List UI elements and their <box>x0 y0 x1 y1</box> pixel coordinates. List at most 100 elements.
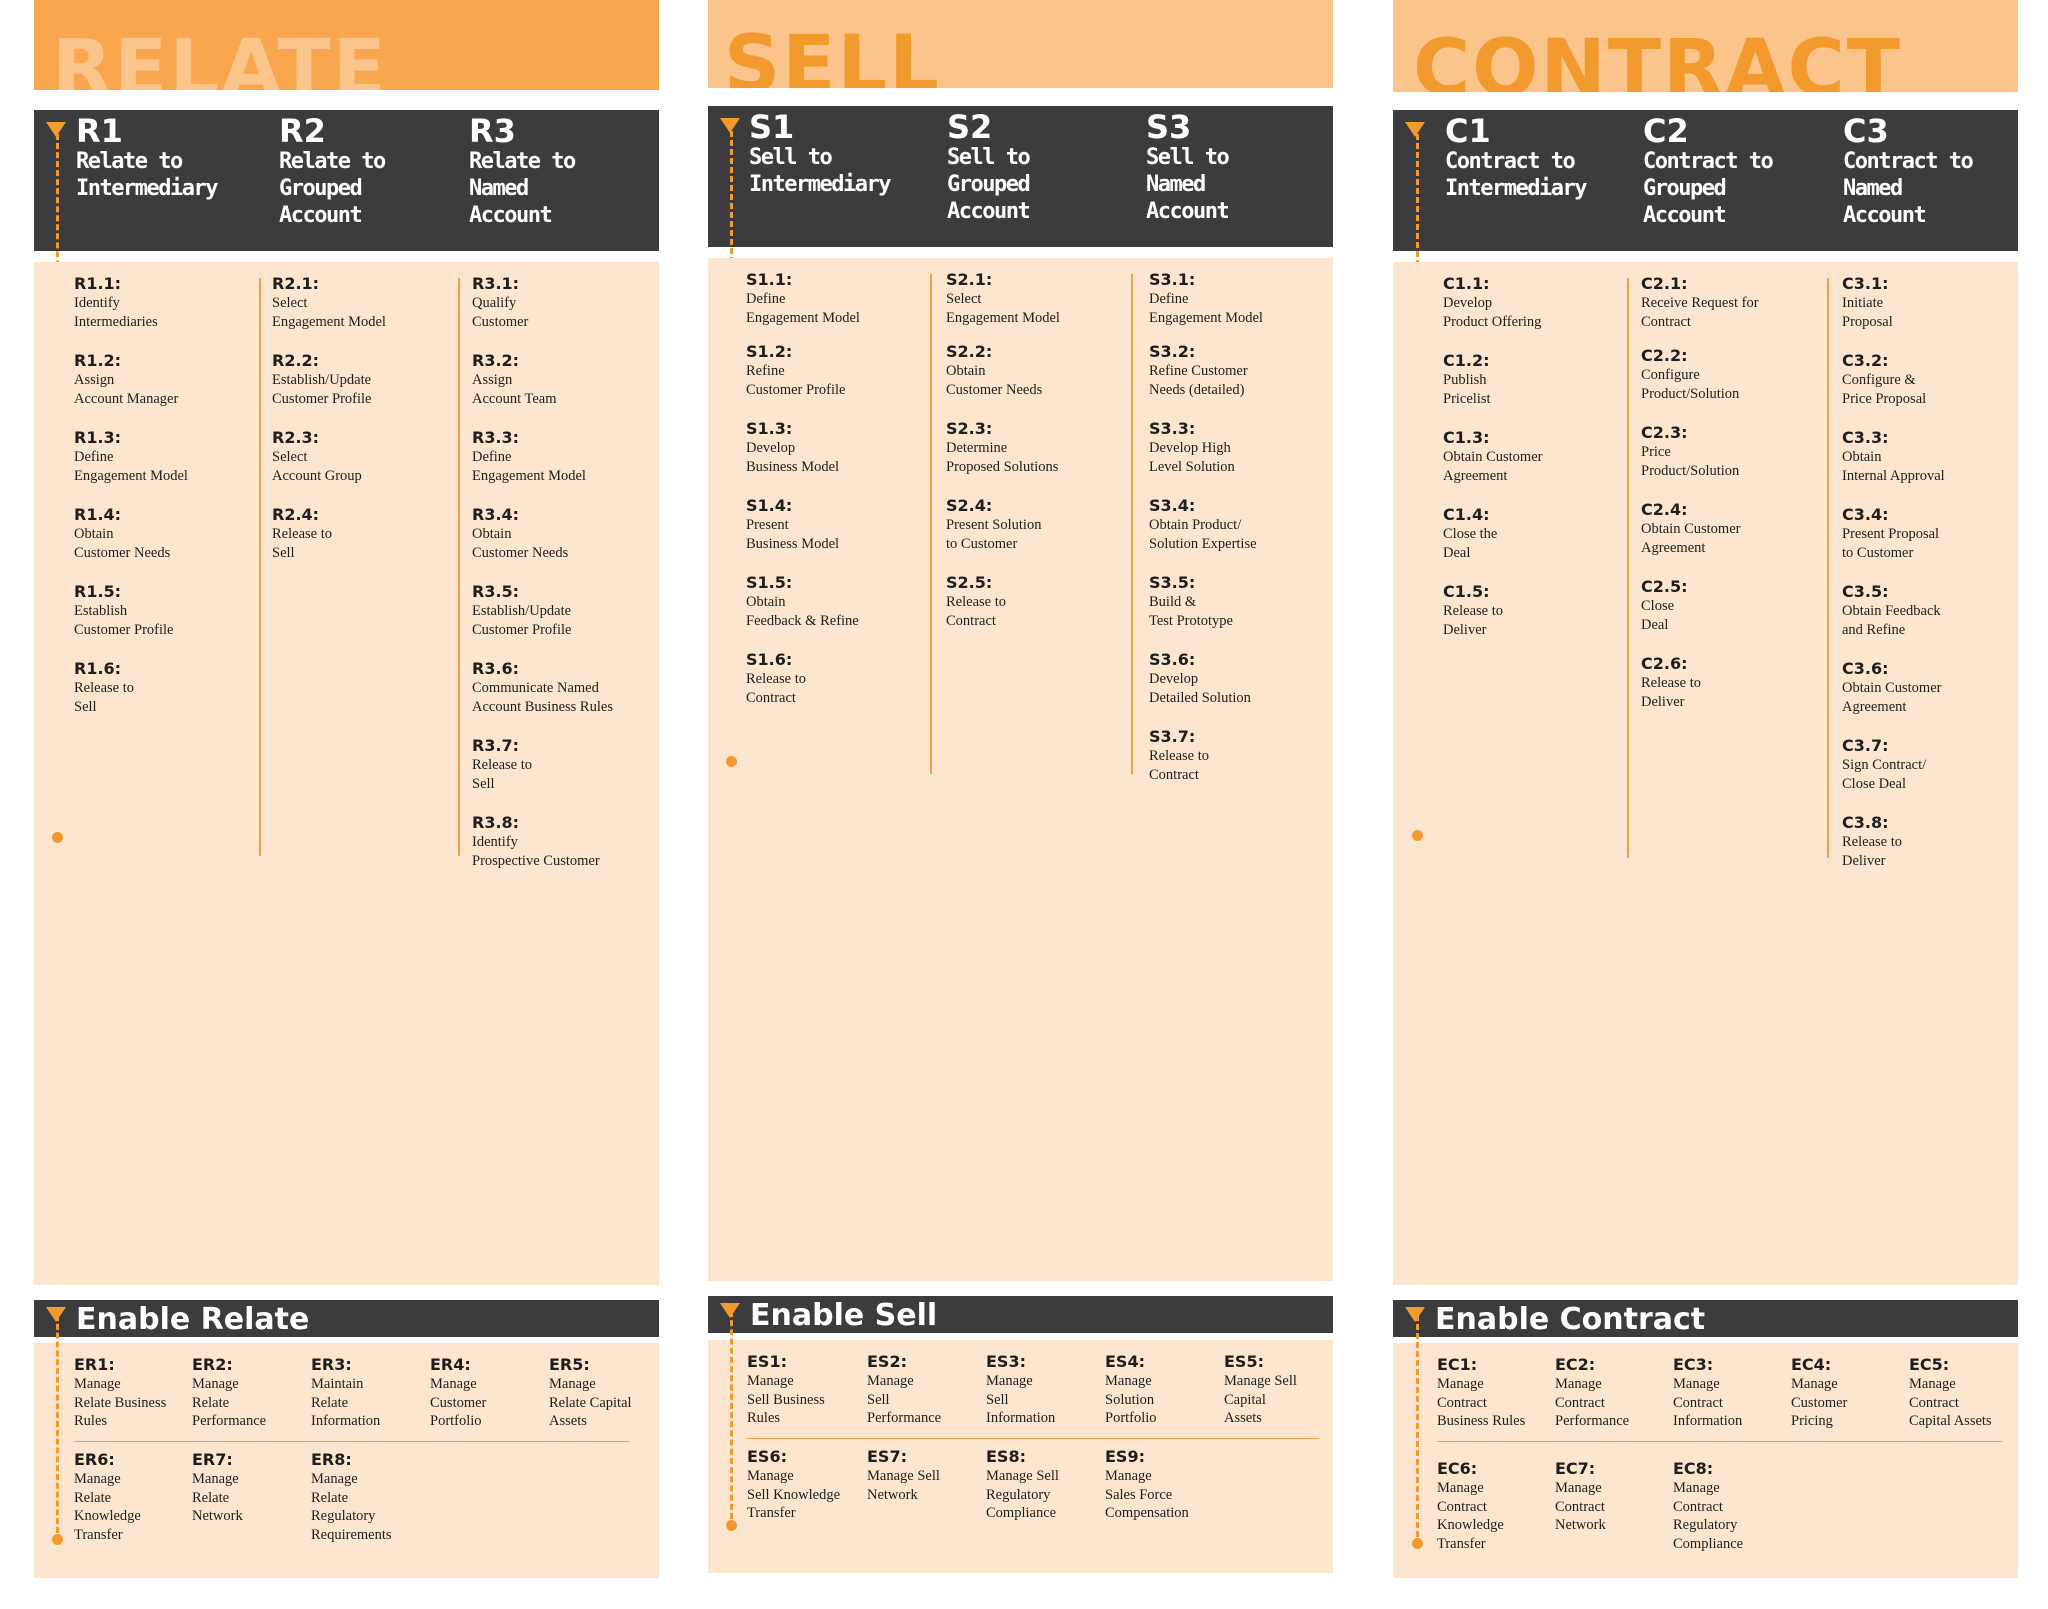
stage-title: Relate to Named Account <box>469 149 576 228</box>
process-label: Release to Deliver <box>1842 834 1902 869</box>
stage-r2-column: R2.1: Select Engagement Model R2.2: Establ… <box>272 274 452 582</box>
enable-item-er3: ER3: Maintain Relate Information <box>311 1355 427 1431</box>
process-label: Obtain Customer Agreement <box>1641 521 1741 556</box>
stage-title: Sell to Grouped Account <box>947 145 1031 224</box>
process-label: Release to Sell <box>472 757 532 792</box>
process-s1-3: S1.3: Develop Business Model <box>746 419 926 476</box>
stage-title: Relate to Intermediary <box>76 149 218 201</box>
process-label: Define Engagement Model <box>746 291 860 326</box>
enable-sell-title: Enable Sell <box>750 1298 938 1333</box>
process-r2-1: R2.1: Select Engagement Model <box>272 274 452 331</box>
process-label: Manage Contract Information <box>1673 1376 1743 1429</box>
process-code: EC8: <box>1673 1459 1714 1478</box>
process-code: R2.3: <box>272 428 320 447</box>
process-r1-5: R1.5: Establish Customer Profile <box>74 582 254 639</box>
process-label: Manage Sell Network <box>867 1468 940 1503</box>
process-label: Develop High Level Solution <box>1149 440 1235 475</box>
process-label: Develop Business Model <box>746 440 840 475</box>
process-label: Present Business Model <box>746 517 840 552</box>
process-c3-4: C3.4: Present Proposal to Customer <box>1842 505 2017 562</box>
process-s2-1: S2.1: Select Engagement Model <box>946 270 1126 327</box>
enable-row-divider <box>1437 1441 2002 1442</box>
process-label: Manage Sell Regulatory Compliance <box>986 1468 1059 1521</box>
process-s2-4: S2.4: Present Solution to Customer <box>946 496 1126 553</box>
process-code: EC6: <box>1437 1459 1478 1478</box>
column-separator <box>458 278 460 856</box>
enable-row-divider <box>74 1441 629 1442</box>
process-label: Release to Contract <box>946 594 1006 629</box>
enable-item-es7: ES7: Manage Sell Network <box>867 1447 983 1504</box>
process-r3-8: R3.8: Identify Prospective Customer <box>472 813 657 870</box>
process-code: ER5: <box>549 1355 590 1374</box>
stage-r2-header: R2 Relate to Grouped Account <box>279 110 386 229</box>
process-r2-4: R2.4: Release to Sell <box>272 505 452 562</box>
stage-s1-header: S1 Sell to Intermediary <box>749 106 891 198</box>
process-label: Refine Customer Needs (detailed) <box>1149 363 1248 398</box>
sell-banner-text: SELL <box>724 20 941 88</box>
enable-sell-panel: ES1: Manage Sell Business Rules ES2: Manag… <box>708 1340 1333 1573</box>
enable-relate-title: Enable Relate <box>76 1302 310 1337</box>
process-code: ES6: <box>747 1447 787 1466</box>
process-s3-6: S3.6: Develop Detailed Solution <box>1149 650 1329 707</box>
process-label: Obtain Product/ Solution Expertise <box>1149 517 1257 552</box>
relate-flow-end-icon <box>52 832 63 843</box>
column-separator <box>259 278 261 856</box>
process-code: C3.1: <box>1842 274 1889 293</box>
process-label: Establish/Update Customer Profile <box>272 372 372 407</box>
stage-c2-column: C2.1: Receive Request for Contract C2.2: C… <box>1641 274 1826 731</box>
stage-r1-column: R1.1: Identify Intermediaries R1.2: Assign… <box>74 274 254 736</box>
process-c3-5: C3.5: Obtain Feedback and Refine <box>1842 582 2017 639</box>
relate-banner-text: RELATE <box>52 24 388 90</box>
process-code: ES1: <box>747 1352 787 1371</box>
process-code: C3.8: <box>1842 813 1889 832</box>
process-code: EC4: <box>1791 1355 1832 1374</box>
process-r3-2: R3.2: Assign Account Team <box>472 351 657 408</box>
process-label: Manage Relate Regulatory Requirements <box>311 1471 392 1543</box>
process-label: Manage Relate Network <box>192 1471 243 1524</box>
process-code: S1.5: <box>746 573 793 592</box>
process-code: C2.6: <box>1641 654 1688 673</box>
column-separator <box>1627 278 1629 858</box>
process-label: Manage Relate Performance <box>192 1376 267 1429</box>
process-label: Manage Sales Force Compensation <box>1105 1468 1189 1521</box>
process-s1-2: S1.2: Refine Customer Profile <box>746 342 926 399</box>
process-label: Present Proposal to Customer <box>1842 526 1940 561</box>
enable-relate-triangle-icon <box>46 1307 66 1322</box>
process-label: Configure Product/Solution <box>1641 367 1740 402</box>
process-label: Identify Intermediaries <box>74 295 158 330</box>
contract-banner-text: CONTRACT <box>1413 24 1902 92</box>
process-r3-3: R3.3: Define Engagement Model <box>472 428 657 485</box>
enable-row-divider <box>747 1438 1319 1439</box>
process-label: Release to Deliver <box>1443 603 1503 638</box>
enable-item-er6: ER6: Manage Relate Knowledge Transfer <box>74 1450 190 1544</box>
enable-item-er7: ER7: Manage Relate Network <box>192 1450 308 1526</box>
enable-item-es2: ES2: Manage Sell Performance <box>867 1352 983 1428</box>
contract-process-panel: C1.1: Develop Product Offering C1.2: Publi… <box>1393 262 2018 1285</box>
stage-r3-header: R3 Relate to Named Account <box>469 110 576 229</box>
process-r1-1: R1.1: Identify Intermediaries <box>74 274 254 331</box>
process-label: Release to Contract <box>1149 748 1209 783</box>
process-code: ER6: <box>74 1450 115 1469</box>
process-code: ER7: <box>192 1450 233 1469</box>
process-code: S2.3: <box>946 419 993 438</box>
enable-item-er8: ER8: Manage Relate Regulatory Requirement… <box>311 1450 427 1544</box>
process-label: Publish Pricelist <box>1443 372 1491 407</box>
process-label: Close Deal <box>1641 598 1675 633</box>
process-label: Refine Customer Profile <box>746 363 846 398</box>
process-code: S3.3: <box>1149 419 1196 438</box>
process-label: Manage Contract Performance <box>1555 1376 1630 1429</box>
enable-item-er4: ER4: Manage Customer Portfolio <box>430 1355 546 1431</box>
process-code: C1.4: <box>1443 505 1490 524</box>
stage-title: Sell to Intermediary <box>749 145 891 197</box>
process-code: C3.2: <box>1842 351 1889 370</box>
process-code: R3.1: <box>472 274 520 293</box>
process-code: R3.7: <box>472 736 520 755</box>
process-code: C2.1: <box>1641 274 1688 293</box>
process-s2-3: S2.3: Determine Proposed Solutions <box>946 419 1126 476</box>
process-label: Communicate Named Account Business Rules <box>472 680 613 715</box>
process-code: C2.3: <box>1641 423 1688 442</box>
process-code: ES5: <box>1224 1352 1264 1371</box>
process-label: Release to Contract <box>746 671 806 706</box>
process-label: Qualify Customer <box>472 295 529 330</box>
process-code: S3.2: <box>1149 342 1196 361</box>
